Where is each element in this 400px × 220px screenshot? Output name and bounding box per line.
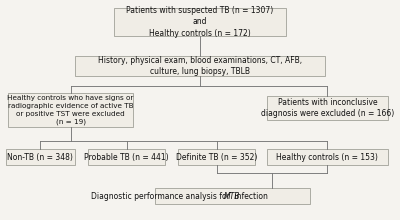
FancyBboxPatch shape	[267, 96, 388, 120]
Text: Healthy controls (n = 153): Healthy controls (n = 153)	[276, 153, 378, 162]
Text: Diagnostic performance analysis for: Diagnostic performance analysis for	[91, 192, 232, 200]
FancyBboxPatch shape	[267, 149, 388, 165]
FancyBboxPatch shape	[88, 149, 165, 165]
FancyBboxPatch shape	[178, 149, 255, 165]
Text: Patients with suspected TB (n = 1307)
and
Healthy controls (n = 172): Patients with suspected TB (n = 1307) an…	[126, 6, 274, 38]
Text: Healthy controls who have signs or
radiographic evidence of active TB
or positiv: Healthy controls who have signs or radio…	[8, 95, 134, 125]
FancyBboxPatch shape	[8, 93, 133, 127]
Text: Non-TB (n = 348): Non-TB (n = 348)	[7, 153, 73, 162]
FancyBboxPatch shape	[114, 7, 286, 36]
FancyBboxPatch shape	[6, 149, 74, 165]
Text: History, physical exam, blood examinations, CT, AFB,
culture, lung biopsy, TBLB: History, physical exam, blood examinatio…	[98, 56, 302, 76]
Text: Definite TB (n = 352): Definite TB (n = 352)	[176, 153, 257, 162]
Text: MTB: MTB	[224, 192, 240, 200]
FancyBboxPatch shape	[74, 56, 326, 75]
Text: infection: infection	[232, 192, 268, 200]
Text: Patients with inconclusive
diagnosis were excluded (n = 166): Patients with inconclusive diagnosis wer…	[261, 98, 394, 118]
FancyBboxPatch shape	[155, 188, 310, 204]
Text: Probable TB (n = 441): Probable TB (n = 441)	[84, 153, 169, 162]
